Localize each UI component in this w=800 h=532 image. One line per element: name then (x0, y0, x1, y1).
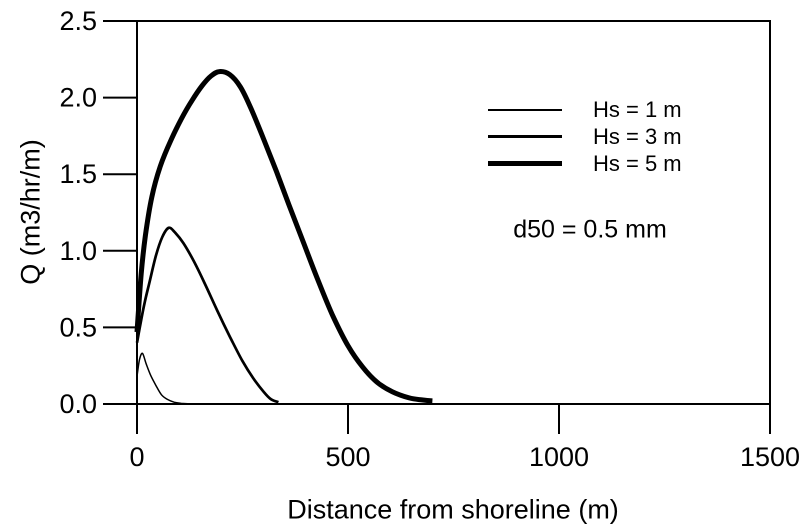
legend-label-hs3: Hs = 3 m (593, 123, 682, 149)
grain-size-annotation: d50 = 0.5 mm (513, 215, 667, 244)
x-tick-label: 500 (325, 442, 370, 472)
curve-hs5m (134, 69, 433, 404)
x-tick-label: 1000 (529, 442, 589, 472)
legend-item-hs1: Hs = 1 m (488, 96, 682, 123)
x-axis-label: Distance from shoreline (m) (287, 494, 619, 525)
curve-hs3m (135, 226, 279, 404)
legend-item-hs5: Hs = 5 m (488, 150, 682, 177)
legend-line-thin (488, 108, 562, 111)
y-tick-label: 1.0 (59, 236, 97, 266)
y-tick-label: 0.5 (59, 312, 97, 342)
curve-hs1m (136, 352, 188, 405)
legend-label-hs5: Hs = 5 m (593, 150, 682, 176)
y-tick-label: 2.5 (59, 6, 97, 36)
y-tick-label: 1.5 (59, 159, 97, 189)
legend-label-hs1: Hs = 1 m (593, 96, 682, 122)
y-axis-label: Q (m3/hr/m) (15, 139, 46, 285)
y-tick-label: 0.0 (59, 389, 97, 419)
x-tick-label: 0 (129, 442, 144, 472)
legend-line-medium (488, 135, 562, 138)
plot-frame (136, 20, 771, 405)
legend-line-thick (488, 161, 562, 166)
legend: Hs = 1 m Hs = 3 m Hs = 5 m (488, 96, 682, 177)
legend-item-hs3: Hs = 3 m (488, 123, 682, 150)
y-tick-label: 2.0 (59, 83, 97, 113)
x-tick-label: 1500 (740, 442, 800, 472)
